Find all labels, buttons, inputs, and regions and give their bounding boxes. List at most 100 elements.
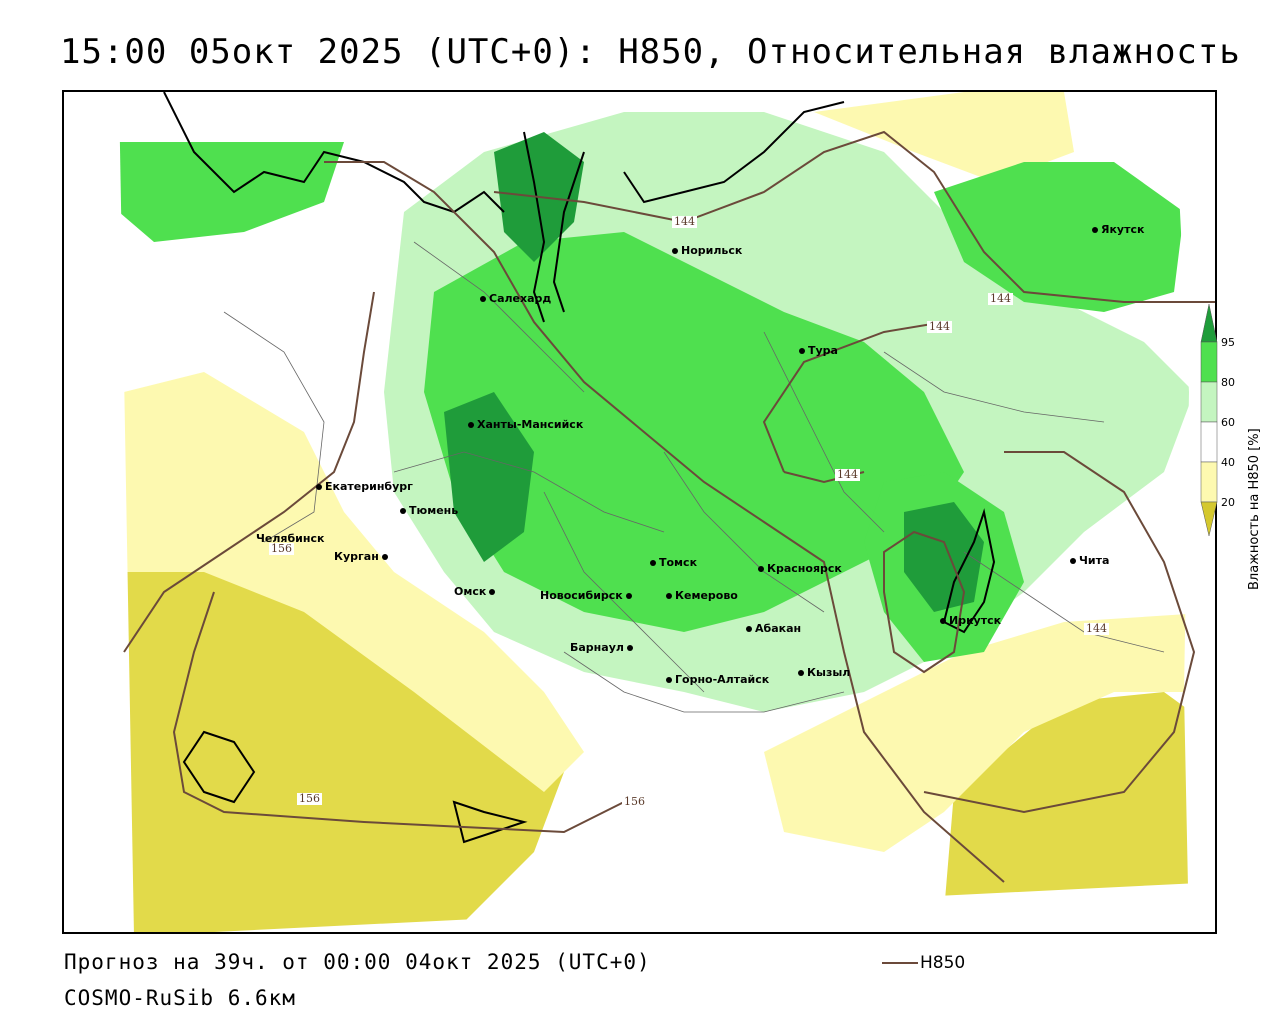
legend-seg-80-95 bbox=[1200, 341, 1218, 383]
city-dot-icon bbox=[798, 670, 804, 676]
isoline-legend: H850 bbox=[882, 953, 965, 973]
city-dot-icon bbox=[799, 348, 805, 354]
city-label: Горно-Алтайск bbox=[675, 673, 770, 686]
legend-arrow-top bbox=[1200, 304, 1218, 343]
legend-seg-60-80 bbox=[1200, 381, 1218, 423]
humid-zone-dark-baikal bbox=[904, 502, 984, 612]
isoline-label: 144 bbox=[927, 320, 952, 333]
legend-tick: 60 bbox=[1221, 416, 1235, 429]
dry-zone-southwest bbox=[124, 542, 564, 932]
outside-domain-bottom bbox=[214, 882, 1215, 932]
city-label: Кызыл bbox=[807, 666, 851, 679]
legend-seg-20-40 bbox=[1200, 461, 1218, 503]
city-label: Чита bbox=[1079, 554, 1110, 567]
city-marker: Иркутск bbox=[940, 614, 1001, 627]
humid-zone-northwest bbox=[119, 142, 344, 242]
legend-tick: 20 bbox=[1221, 496, 1235, 509]
isoline-label: 144 bbox=[835, 468, 860, 481]
city-marker: Норильск bbox=[672, 244, 742, 257]
city-label: Новосибирск bbox=[540, 589, 623, 602]
city-marker: Омск bbox=[454, 585, 498, 598]
humid-zone-center bbox=[424, 232, 964, 632]
weather-map: 144 144 144 144 144 156 156 156 Якутск Н… bbox=[62, 90, 1217, 934]
legend-seg-40-60 bbox=[1200, 421, 1218, 463]
city-marker: Кемерово bbox=[666, 589, 738, 602]
isoline-label: 144 bbox=[988, 292, 1013, 305]
city-label: Якутск bbox=[1101, 223, 1145, 236]
city-marker: Челябинск bbox=[256, 532, 324, 545]
humidity-color-legend bbox=[1200, 304, 1218, 536]
legend-tick: 40 bbox=[1221, 456, 1235, 469]
isoline-label: 144 bbox=[1084, 622, 1109, 635]
city-label: Норильск bbox=[681, 244, 743, 257]
city-dot-icon bbox=[650, 560, 656, 566]
city-dot-icon bbox=[746, 626, 752, 632]
light-dry-zone-north bbox=[814, 92, 1074, 182]
city-label: Барнаул bbox=[570, 641, 624, 654]
model-name: COSMO-RuSib 6.6км bbox=[64, 986, 296, 1010]
city-marker: Томск bbox=[650, 556, 697, 569]
city-dot-icon bbox=[489, 589, 496, 595]
legend-tick: 95 bbox=[1221, 336, 1235, 349]
city-dot-icon bbox=[1092, 227, 1098, 233]
city-dot-icon bbox=[758, 566, 764, 572]
map-canvas bbox=[64, 92, 1215, 932]
city-dot-icon bbox=[1070, 558, 1076, 564]
city-marker: Якутск bbox=[1092, 223, 1144, 236]
light-dry-zone-southeast bbox=[764, 612, 1215, 852]
isoline-swatch-icon bbox=[882, 962, 918, 964]
city-dot-icon bbox=[480, 296, 486, 302]
outside-domain-left bbox=[64, 92, 134, 932]
city-label: Иркутск bbox=[949, 614, 1002, 627]
city-label: Ханты-Мансийск bbox=[477, 418, 584, 431]
city-dot-icon bbox=[381, 554, 388, 560]
light-dry-zone-west bbox=[124, 372, 584, 792]
city-label: Курган bbox=[334, 550, 379, 563]
region-borders bbox=[223, 241, 1165, 713]
isoline-label: 156 bbox=[269, 542, 294, 555]
city-dot-icon bbox=[666, 677, 672, 683]
city-marker: Красноярск bbox=[758, 562, 842, 575]
city-marker: Кызыл bbox=[798, 666, 850, 679]
city-label: Челябинск bbox=[256, 532, 325, 545]
city-dot-icon bbox=[625, 593, 632, 599]
city-marker: Тура bbox=[799, 344, 838, 357]
city-dot-icon bbox=[940, 618, 946, 624]
city-marker: Екатеринбург bbox=[316, 480, 413, 493]
city-label: Томск bbox=[659, 556, 698, 569]
city-dot-icon bbox=[672, 248, 678, 254]
city-dot-icon bbox=[468, 422, 474, 428]
city-marker: Салехард bbox=[480, 292, 551, 305]
city-label: Абакан bbox=[755, 622, 802, 635]
city-marker: Ханты-Мансийск bbox=[468, 418, 583, 431]
city-dot-icon bbox=[666, 593, 672, 599]
legend-tick: 80 bbox=[1221, 376, 1235, 389]
forecast-info: Прогноз на 39ч. от 00:00 04окт 2025 (UTC… bbox=[64, 950, 651, 974]
isoline-label: 156 bbox=[297, 792, 322, 805]
city-marker: Чита bbox=[1070, 554, 1109, 567]
isoline-label: 156 bbox=[622, 795, 647, 808]
map-title: 15:00 05окт 2025 (UTC+0): H850, Относите… bbox=[60, 32, 1241, 72]
humid-zone-east bbox=[934, 162, 1184, 312]
city-marker: Горно-Алтайск bbox=[666, 673, 769, 686]
coastlines bbox=[163, 92, 996, 844]
isoline-label: 144 bbox=[672, 215, 697, 228]
city-marker: Барнаул bbox=[570, 641, 636, 654]
city-label: Тюмень bbox=[409, 504, 459, 517]
humid-zone-dark-center bbox=[444, 392, 534, 562]
h850-isolines bbox=[123, 130, 1215, 883]
dry-zone-southeast bbox=[944, 692, 1215, 912]
isoline-legend-label: H850 bbox=[920, 953, 966, 973]
city-marker: Новосибирск bbox=[540, 589, 635, 602]
legend-arrow-bottom bbox=[1200, 501, 1218, 536]
city-dot-icon bbox=[626, 645, 633, 651]
city-marker: Абакан bbox=[746, 622, 801, 635]
city-label: Екатеринбург bbox=[325, 480, 413, 493]
city-label: Тура bbox=[808, 344, 838, 357]
city-marker: Курган bbox=[334, 550, 391, 563]
city-label: Омск bbox=[454, 585, 487, 598]
city-label: Салехард bbox=[489, 292, 552, 305]
city-dot-icon bbox=[400, 508, 406, 514]
city-marker: Тюмень bbox=[400, 504, 458, 517]
city-dot-icon bbox=[316, 484, 322, 490]
